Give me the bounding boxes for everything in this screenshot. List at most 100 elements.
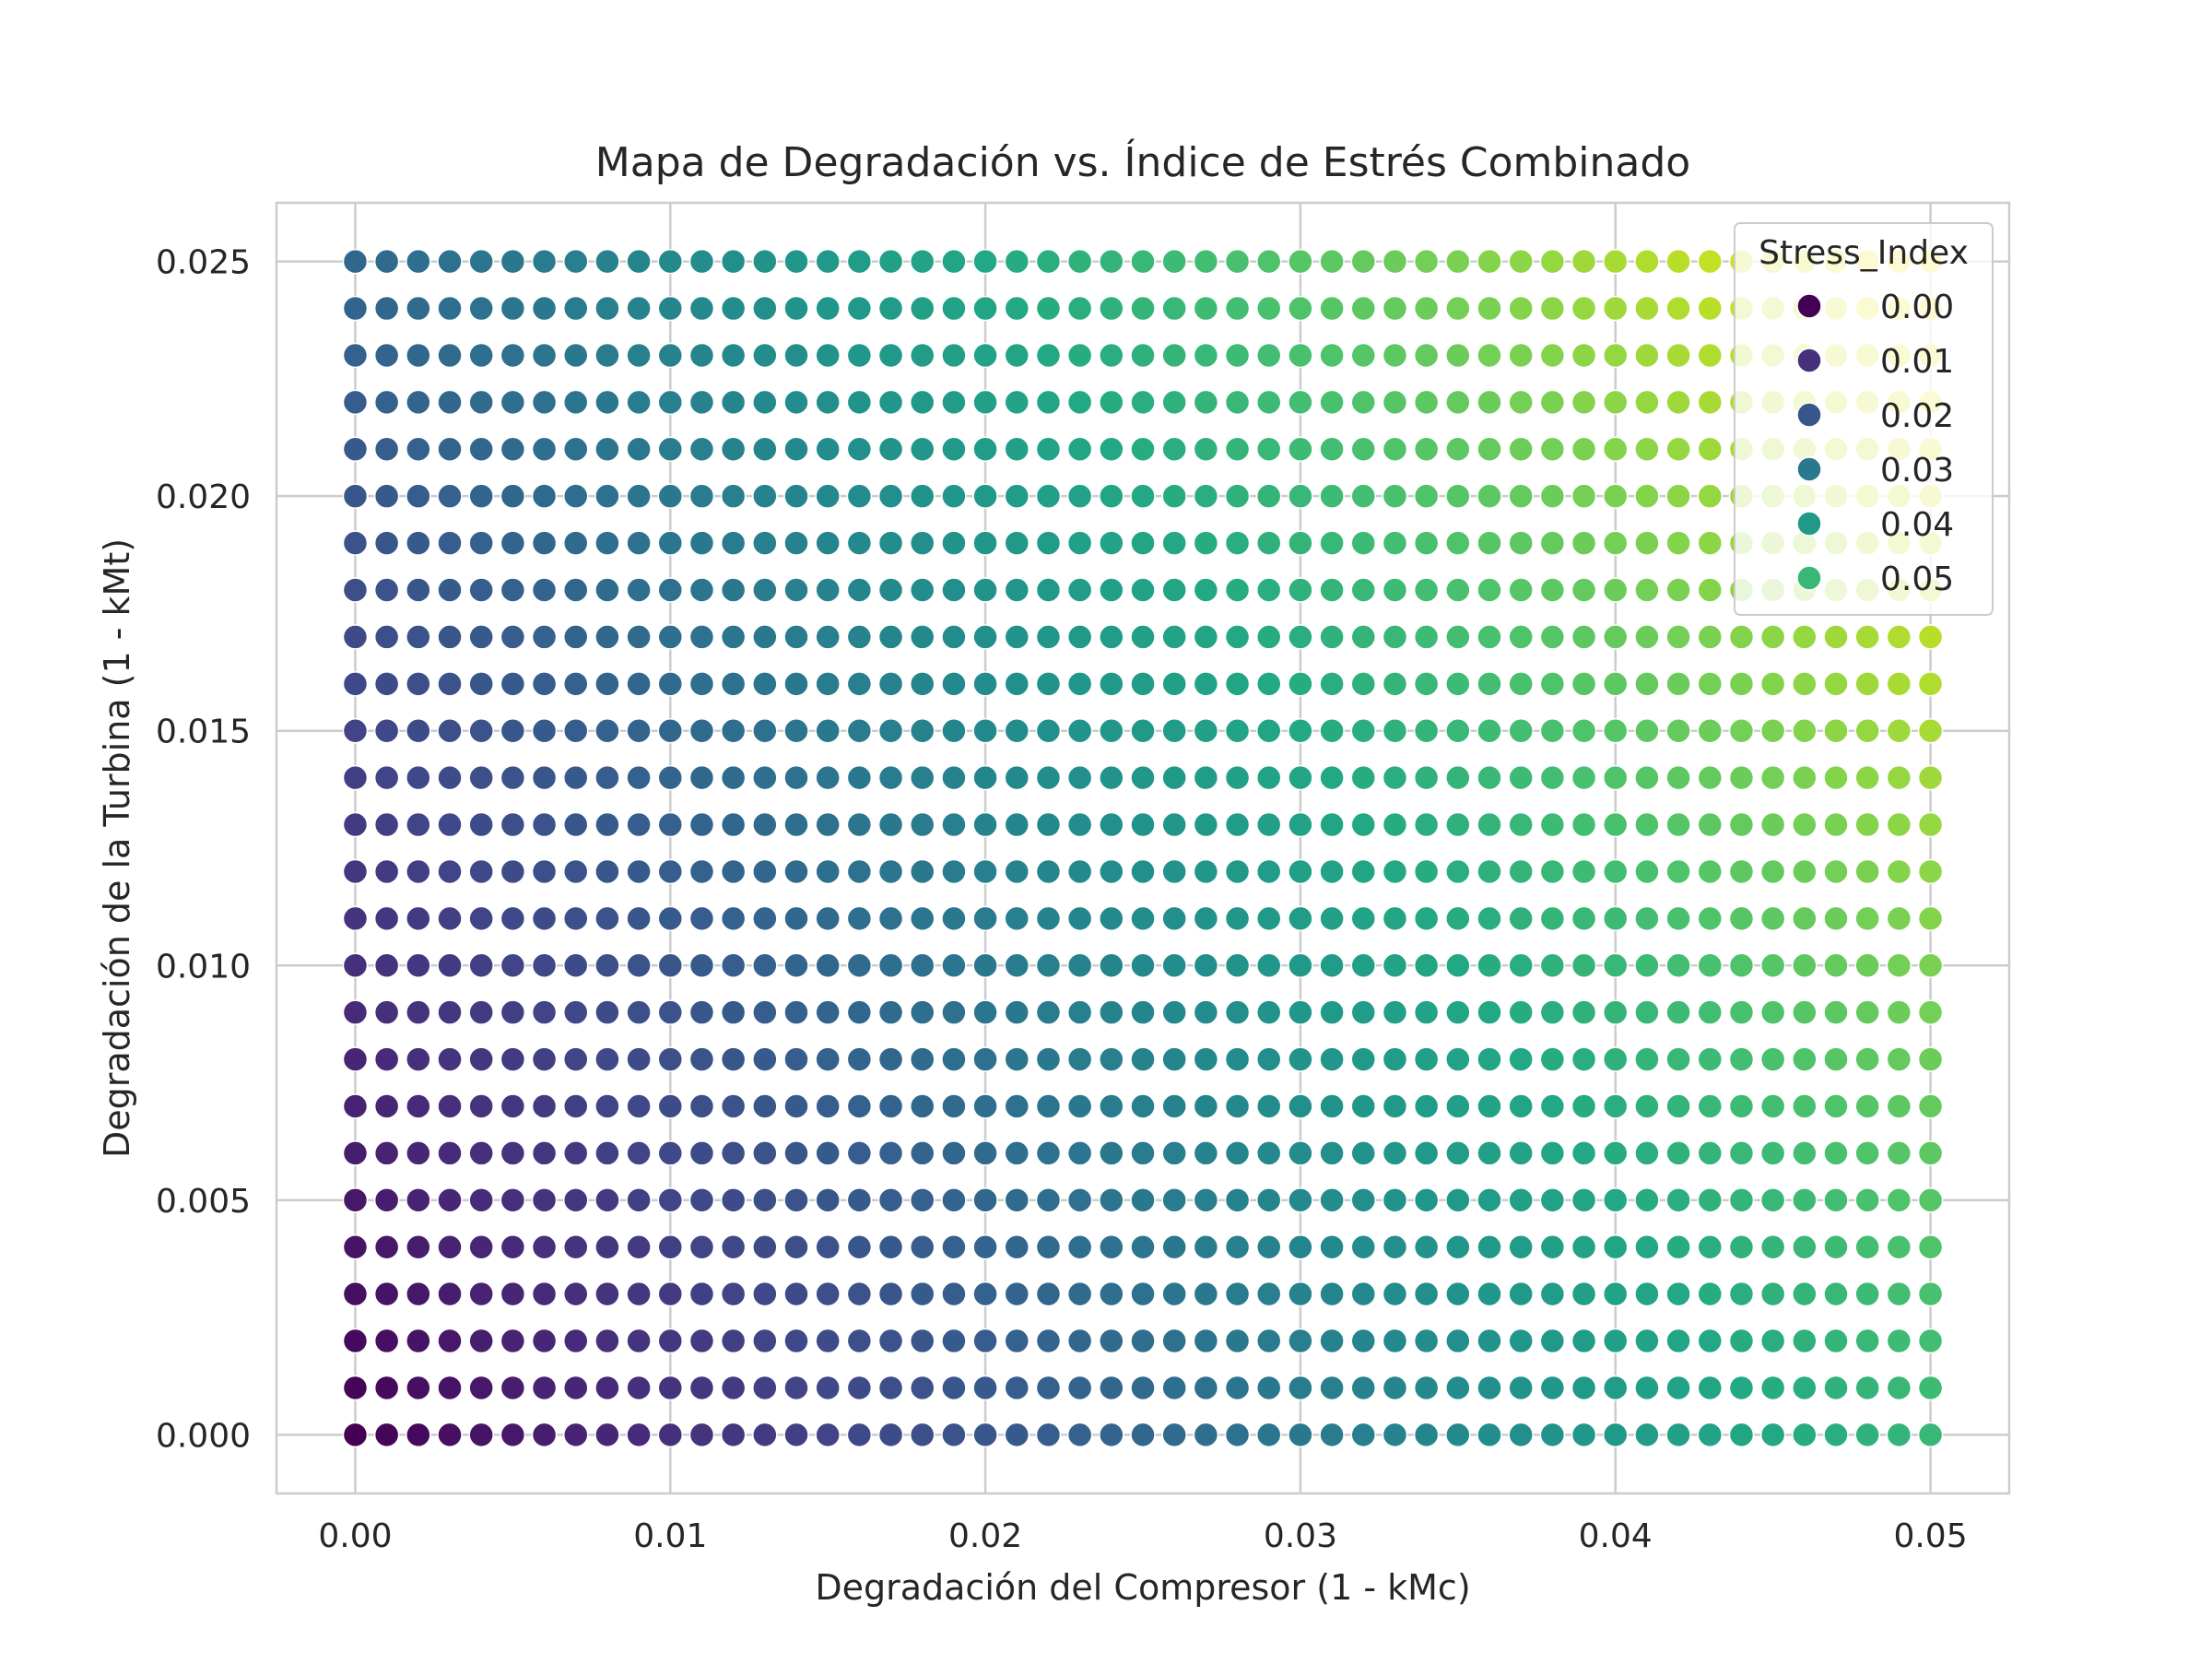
- data-point: [1288, 999, 1313, 1025]
- data-point: [657, 1046, 684, 1072]
- data-point: [626, 1187, 652, 1213]
- data-point: [1350, 764, 1377, 791]
- data-point: [468, 1375, 494, 1401]
- data-point: [1035, 905, 1062, 932]
- data-point: [1255, 1093, 1282, 1119]
- data-point: [1350, 248, 1377, 275]
- data-point: [1602, 342, 1629, 369]
- data-point: [1759, 1328, 1786, 1354]
- data-point: [626, 624, 652, 650]
- data-point: [562, 1375, 589, 1401]
- data-point: [1193, 905, 1219, 932]
- data-point: [1413, 295, 1440, 322]
- data-point: [468, 624, 494, 650]
- data-point: [1665, 530, 1691, 556]
- data-point: [1350, 389, 1377, 416]
- data-point: [1634, 1375, 1660, 1401]
- data-point: [1130, 905, 1156, 932]
- data-point: [1319, 1140, 1345, 1166]
- data-point: [1917, 1280, 1944, 1307]
- data-point: [846, 1375, 873, 1401]
- data-point: [1350, 999, 1377, 1025]
- data-point: [500, 717, 526, 744]
- data-point: [437, 389, 463, 416]
- data-point: [1382, 342, 1408, 369]
- data-point: [1350, 1046, 1377, 1072]
- data-point: [437, 1233, 463, 1260]
- data-point: [783, 1140, 809, 1166]
- data-point: [594, 248, 620, 275]
- y-tick-label: 0.000: [156, 1417, 251, 1455]
- data-point: [688, 811, 715, 838]
- data-point: [877, 1233, 904, 1260]
- data-point: [752, 577, 778, 603]
- data-point: [1571, 952, 1597, 979]
- data-point: [1539, 1280, 1566, 1307]
- data-point: [941, 952, 967, 979]
- data-point: [783, 1046, 809, 1072]
- data-point: [657, 342, 684, 369]
- data-point: [1665, 295, 1691, 322]
- data-point: [1792, 1187, 1818, 1213]
- data-point: [1886, 1093, 1912, 1119]
- data-point: [1004, 1233, 1030, 1260]
- legend-marker: [1796, 511, 1822, 537]
- data-point: [1823, 1280, 1849, 1307]
- data-point: [1792, 764, 1818, 791]
- data-point: [657, 671, 684, 697]
- data-point: [657, 811, 684, 838]
- data-point: [1224, 1046, 1251, 1072]
- data-point: [1161, 483, 1187, 509]
- data-point: [688, 436, 715, 463]
- data-point: [1193, 671, 1219, 697]
- data-point: [941, 717, 967, 744]
- data-point: [720, 530, 747, 556]
- data-point: [1004, 248, 1030, 275]
- x-tick-label: 0.00: [318, 1517, 392, 1555]
- data-point: [1035, 1093, 1062, 1119]
- data-point: [342, 1233, 369, 1260]
- data-point: [373, 764, 400, 791]
- data-point: [1508, 1140, 1534, 1166]
- data-point: [1004, 764, 1030, 791]
- data-point: [1917, 1140, 1944, 1166]
- data-point: [1917, 671, 1944, 697]
- data-point: [1035, 1046, 1062, 1072]
- data-point: [1224, 436, 1251, 463]
- data-point: [1255, 483, 1282, 509]
- data-point: [1508, 1328, 1534, 1354]
- data-point: [1665, 1233, 1691, 1260]
- data-point: [1004, 1422, 1030, 1448]
- data-point: [1602, 952, 1629, 979]
- data-point: [815, 671, 841, 697]
- data-point: [1634, 858, 1660, 885]
- data-point: [846, 577, 873, 603]
- data-point: [531, 577, 558, 603]
- data-point: [657, 1422, 684, 1448]
- data-point: [877, 342, 904, 369]
- data-point: [1161, 1233, 1187, 1260]
- data-point: [1066, 1375, 1093, 1401]
- data-point: [1634, 530, 1660, 556]
- data-point: [657, 483, 684, 509]
- data-point: [1508, 577, 1534, 603]
- data-point: [1035, 1328, 1062, 1354]
- data-point: [1224, 389, 1251, 416]
- data-point: [1099, 436, 1124, 463]
- data-point: [500, 1046, 526, 1072]
- data-point: [1224, 1187, 1251, 1213]
- data-point: [972, 905, 998, 932]
- data-point: [1477, 389, 1502, 416]
- data-point: [1004, 811, 1030, 838]
- data-point: [1413, 1233, 1440, 1260]
- data-point: [1445, 858, 1471, 885]
- data-point: [1854, 624, 1880, 650]
- data-point: [437, 1046, 463, 1072]
- data-point: [1854, 671, 1880, 697]
- data-point: [1477, 858, 1502, 885]
- data-point: [941, 577, 967, 603]
- data-point: [1665, 436, 1691, 463]
- data-point: [531, 811, 558, 838]
- data-point: [877, 1187, 904, 1213]
- data-point: [1445, 671, 1471, 697]
